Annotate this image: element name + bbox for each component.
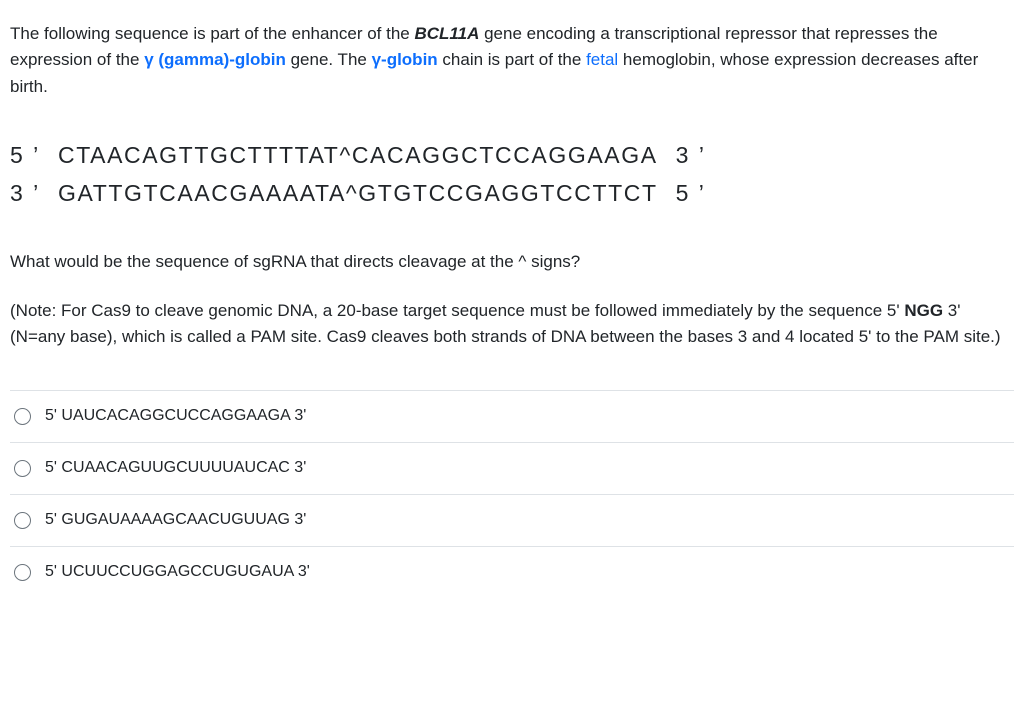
five-prime-label-top: 5 ’ xyxy=(10,138,58,174)
note-text-a: (Note: For Cas9 to cleave genomic DNA, a… xyxy=(10,301,904,320)
dna-bottom-strand: 3 ’ GATTGTCAACGAAAATA^GTGTCCGAGGTCCTTCT … xyxy=(10,176,1014,212)
three-prime-label-bottom: 3 ’ xyxy=(10,176,58,212)
pam-sequence: NGG xyxy=(904,301,943,320)
answer-option-1[interactable]: 5' UAUCACAGGCUCCAGGAAGA 3' xyxy=(10,390,1014,442)
option-label: 5' UCUUCCUGGAGCCUGUGAUA 3' xyxy=(45,560,310,585)
option-label: 5' GUGAUAAAAGCAACUGUUAG 3' xyxy=(45,508,306,533)
question-page: The following sequence is part of the en… xyxy=(0,0,1024,608)
intro-text-4: chain is part of the xyxy=(438,50,586,69)
dna-sequence-block: 5 ’ CTAACAGTTGCTTTTAT^CACAGGCTCCAGGAAGA … xyxy=(10,138,1014,211)
question-text: What would be the sequence of sgRNA that… xyxy=(10,249,1014,275)
answer-options: 5' UAUCACAGGCUCCAGGAAGA 3' 5' CUAACAGUUG… xyxy=(10,390,1014,597)
gamma-globin-term-2: γ-globin xyxy=(372,50,438,69)
radio-icon[interactable] xyxy=(14,564,31,581)
gamma-globin-term-1: γ (gamma)-globin xyxy=(144,50,286,69)
fetal-term: fetal xyxy=(586,50,618,69)
dna-top-strand: 5 ’ CTAACAGTTGCTTTTAT^CACAGGCTCCAGGAAGA … xyxy=(10,138,1014,174)
gene-name-bcl11a: BCL11A xyxy=(414,24,479,43)
radio-icon[interactable] xyxy=(14,408,31,425)
intro-text-1: The following sequence is part of the en… xyxy=(10,24,414,43)
five-prime-label-bottom: 5 ’ xyxy=(676,176,706,212)
option-label: 5' CUAACAGUUGCUUUUAUCAC 3' xyxy=(45,456,306,481)
answer-option-4[interactable]: 5' UCUUCCUGGAGCCUGUGAUA 3' xyxy=(10,546,1014,598)
radio-icon[interactable] xyxy=(14,512,31,529)
note-paragraph: (Note: For Cas9 to cleave genomic DNA, a… xyxy=(10,298,1014,351)
radio-icon[interactable] xyxy=(14,460,31,477)
answer-option-2[interactable]: 5' CUAACAGUUGCUUUUAUCAC 3' xyxy=(10,442,1014,494)
intro-text-3: gene. The xyxy=(286,50,372,69)
dna-bottom-sequence: GATTGTCAACGAAAATA^GTGTCCGAGGTCCTTCT xyxy=(58,176,658,212)
dna-top-sequence: CTAACAGTTGCTTTTAT^CACAGGCTCCAGGAAGA xyxy=(58,138,658,174)
option-label: 5' UAUCACAGGCUCCAGGAAGA 3' xyxy=(45,404,306,429)
answer-option-3[interactable]: 5' GUGAUAAAAGCAACUGUUAG 3' xyxy=(10,494,1014,546)
intro-paragraph: The following sequence is part of the en… xyxy=(10,21,1014,100)
three-prime-label-top: 3 ’ xyxy=(676,138,706,174)
